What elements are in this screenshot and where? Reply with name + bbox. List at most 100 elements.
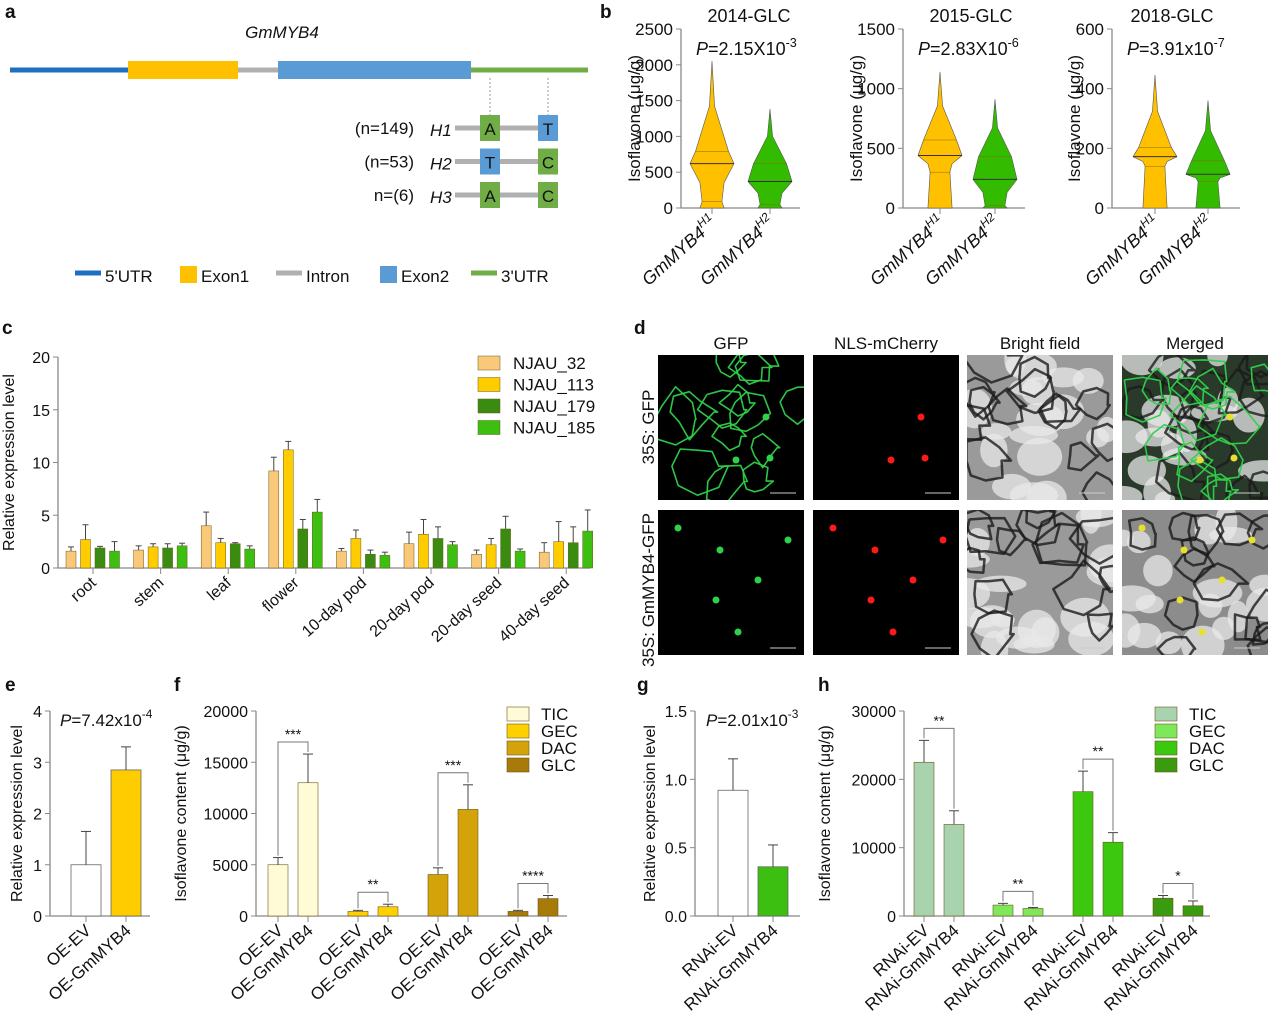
y-tick-label: 1000 <box>635 127 673 146</box>
nucleus-dot <box>784 536 792 544</box>
cell-outline <box>1090 422 1113 463</box>
legend-label: NJAU_32 <box>513 354 586 373</box>
bar-NJAU_32 <box>471 554 482 569</box>
bar-RNAi-EV <box>717 789 749 917</box>
y-axis-label: Isoflavone (μg/g) <box>1065 55 1084 182</box>
cell-outline <box>1168 511 1201 542</box>
allele-letter: A <box>484 120 496 139</box>
significance-stars: *** <box>445 757 462 773</box>
y-tick-label: 5000 <box>212 858 248 875</box>
micrograph-35S-GmMYB4-GFP-Bright-field <box>967 510 1113 655</box>
bar-RNAi-GmMYB4 <box>757 866 789 917</box>
image-background <box>813 355 959 500</box>
y-tick-label: 0 <box>886 199 895 218</box>
bar-NJAU_179 <box>162 547 173 569</box>
row-label: 35S: GmMYB4-GFP <box>639 513 658 667</box>
cell-outline <box>1170 377 1209 406</box>
cell-outline <box>967 546 986 574</box>
bar-NJAU_179 <box>567 542 579 569</box>
cell-body <box>967 578 991 610</box>
y-tick-label: 0.5 <box>665 841 687 858</box>
p-value-annotation: P=2.15X10-3 <box>696 36 797 59</box>
allele-letter: A <box>484 187 496 206</box>
bar-NJAU_32 <box>403 543 415 569</box>
legend-item: 5'UTR <box>75 267 153 286</box>
bar-OE-EV <box>70 864 102 917</box>
p-exponent: -4 <box>142 707 153 721</box>
bar-NJAU_185 <box>379 555 391 569</box>
y-tick-label: 10 <box>32 456 50 473</box>
bar-GEC <box>377 906 399 917</box>
cell-outline <box>1251 621 1268 646</box>
legend-label: 5'UTR <box>105 267 153 286</box>
nucleus-dot <box>766 454 774 462</box>
legend-item: NJAU_179 <box>477 397 595 416</box>
y-tick-label: 2500 <box>635 20 673 39</box>
cell-outline <box>967 376 996 418</box>
p-exponent: -7 <box>1214 36 1225 50</box>
cell-outline <box>1123 376 1167 423</box>
y-tick-label: 1500 <box>857 20 895 39</box>
violin-chart-2015-GLC: 0 500 1000 1500 Isoflavone (μg/g) 2015-GLC P=2… <box>847 6 1025 289</box>
nucleus-dot <box>909 576 917 584</box>
nucleus-dot <box>867 596 875 604</box>
y-tick-label: 0 <box>887 909 896 926</box>
cell-outline <box>1086 612 1113 642</box>
column-header: GFP <box>714 334 749 353</box>
cell-outline <box>734 355 780 382</box>
bar-NJAU_32 <box>538 551 550 569</box>
bar-GEC <box>992 904 1014 917</box>
nucleus-dot <box>734 628 742 636</box>
legend-item: 3'UTR <box>471 267 549 286</box>
expression-bar-chart-4: 0 1 2 3 4 Relative expression level P=7.42x10-… <box>9 704 153 1004</box>
legend-label: NJAU_179 <box>513 397 595 416</box>
bar-GLC <box>1152 897 1174 917</box>
haplotype-count: n=(6) <box>374 186 414 205</box>
x-tick-label: stem <box>130 574 167 610</box>
y-tick-label: 1.5 <box>665 704 687 721</box>
bar-NJAU_113 <box>80 539 91 569</box>
cell-body <box>1122 585 1156 612</box>
nucleus-dot <box>1226 413 1234 421</box>
cell-outline <box>967 355 1024 384</box>
micrograph-35S-GFP-GFP <box>658 355 804 500</box>
allele-letter: T <box>485 154 495 173</box>
chart-title: 2014-GLC <box>707 6 790 26</box>
y-tick-label: 500 <box>645 163 673 182</box>
y-tick-label: 15 <box>32 403 50 420</box>
nucleus-dot <box>1218 576 1226 584</box>
x-tick-label: 20-day pod <box>367 574 438 640</box>
p-value-annotation: P=7.42x10-4 <box>60 707 153 730</box>
cell-outline <box>1005 367 1055 415</box>
y-tick-label: 0 <box>664 199 673 218</box>
cell-outline <box>715 355 747 378</box>
legend-item: Exon1 <box>180 266 249 286</box>
nucleus-dot <box>939 536 947 544</box>
cell-outline <box>967 510 995 541</box>
cell-outline <box>1144 424 1186 462</box>
bar-NJAU_32 <box>336 550 347 569</box>
y-tick-label: 4 <box>33 704 42 721</box>
y-tick-label: 0.0 <box>665 909 687 926</box>
p-symbol: P <box>1127 39 1139 59</box>
cell-outline <box>1187 513 1225 558</box>
cell-outline <box>1127 517 1157 551</box>
legend-swatch <box>506 723 530 739</box>
gene-structure-diagram: GmMYB4(n=149) H1 A T(n=53) H2 T Cn=(6) H3 A C5'UT… <box>10 23 588 286</box>
nucleus-dot <box>829 524 837 532</box>
cell-body <box>1147 409 1171 438</box>
legend-label: DAC <box>1189 739 1225 758</box>
haplotype-name: H3 <box>430 188 452 207</box>
legend-item: GEC <box>1154 722 1226 741</box>
legend-swatch <box>380 266 397 283</box>
y-tick-label: 500 <box>867 139 895 158</box>
x-tick-label: 10-day pod <box>299 574 370 640</box>
nucleus-dot <box>917 413 925 421</box>
cell-outline <box>1141 367 1172 405</box>
bar-TIC <box>267 864 289 917</box>
significance-bracket <box>1162 883 1194 899</box>
y-tick-label: 20000 <box>204 704 249 721</box>
cell-body <box>1127 622 1162 649</box>
nucleus-dot <box>1196 456 1204 464</box>
